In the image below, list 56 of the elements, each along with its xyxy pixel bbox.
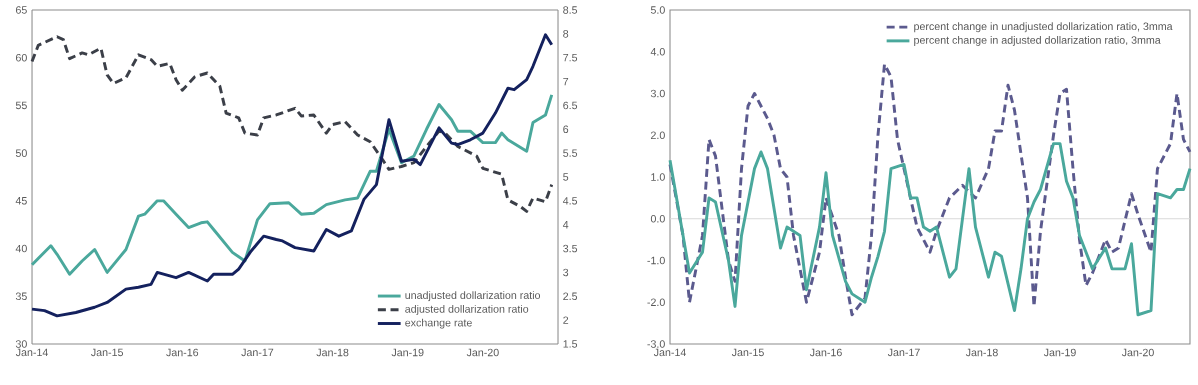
y2-tick-label: 3.5 — [563, 244, 578, 253]
y-tick-label: -3.0 — [647, 340, 665, 348]
y2-tick-label: 6.5 — [563, 101, 578, 110]
x-tick-label: Jan-16 — [166, 348, 199, 357]
y-tick-label: 50 — [15, 149, 27, 157]
y-tick-label: 4.0 — [650, 47, 665, 56]
y-tick-label: 1.0 — [651, 173, 665, 181]
legend-label: adjusted dollarization ratio — [405, 304, 529, 315]
y2-tick-label: 5.5 — [563, 149, 578, 157]
y2-tick-label: 1.5 — [563, 340, 578, 348]
y2-tick-label: 8 — [563, 30, 569, 38]
x-tick-label: Jan-19 — [391, 348, 424, 357]
y-tick-label: 30 — [15, 340, 27, 348]
y-tick-label: -1.0 — [647, 256, 665, 265]
x-tick-label: Jan-20 — [466, 348, 499, 357]
x-tick-label: Jan-19 — [1043, 348, 1076, 357]
legend-label: percent change in unadjusted dollarization ratio, 3mma — [914, 22, 1173, 33]
y2-tick-label: 2.5 — [563, 292, 578, 301]
x-tick-label: Jan-18 — [316, 348, 349, 357]
line-series — [668, 62, 1192, 317]
x-tick-label: Jan-14 — [653, 348, 686, 357]
y-tick-label: 60 — [15, 53, 27, 62]
x-tick-label: Jan-14 — [15, 348, 49, 357]
y2-tick-label: 8.5 — [563, 6, 578, 14]
y2-tick-label: 7.5 — [563, 53, 578, 62]
y-tick-label: 35 — [15, 292, 27, 301]
line-series — [30, 35, 554, 213]
line-series — [30, 33, 554, 318]
y-tick-label: -2.0 — [647, 298, 665, 307]
y2-tick-label: 7 — [563, 77, 569, 86]
y2-tick-label: 4 — [562, 221, 569, 229]
y-tick-label: 45 — [15, 197, 27, 205]
y2-tick-label: 6 — [563, 125, 569, 134]
y-tick-label: 65 — [15, 6, 27, 14]
y-tick-label: 0.0 — [650, 214, 665, 223]
x-tick-label: Jan-15 — [91, 348, 124, 357]
y2-tick-label: 4.5 — [562, 197, 578, 205]
y-tick-label: 3.0 — [650, 89, 665, 98]
y2-tick-label: 3 — [563, 268, 569, 277]
y-tick-label: 5.0 — [650, 6, 665, 14]
x-tick-label: Jan-20 — [1121, 348, 1154, 357]
x-tick-label: Jan-17 — [887, 348, 920, 357]
line-series — [668, 142, 1192, 317]
x-tick-label: Jan-18 — [965, 348, 998, 357]
y2-tick-label: 2 — [563, 316, 569, 324]
legend-label: percent change in adjusted dollarization ratio, 3mma — [914, 36, 1161, 46]
y-tick-label: 55 — [15, 101, 27, 110]
y-tick-label: 40 — [15, 244, 27, 253]
legend-label: exchange rate — [405, 318, 472, 329]
line-series — [30, 93, 554, 276]
x-tick-label: Jan-15 — [731, 348, 764, 357]
y2-tick-label: 5 — [563, 173, 569, 181]
y-tick-label: 2.0 — [651, 131, 665, 140]
x-tick-label: Jan-16 — [809, 348, 842, 357]
x-tick-label: Jan-17 — [241, 348, 274, 357]
legend-label: unadjusted dollarization ratio — [405, 291, 541, 302]
